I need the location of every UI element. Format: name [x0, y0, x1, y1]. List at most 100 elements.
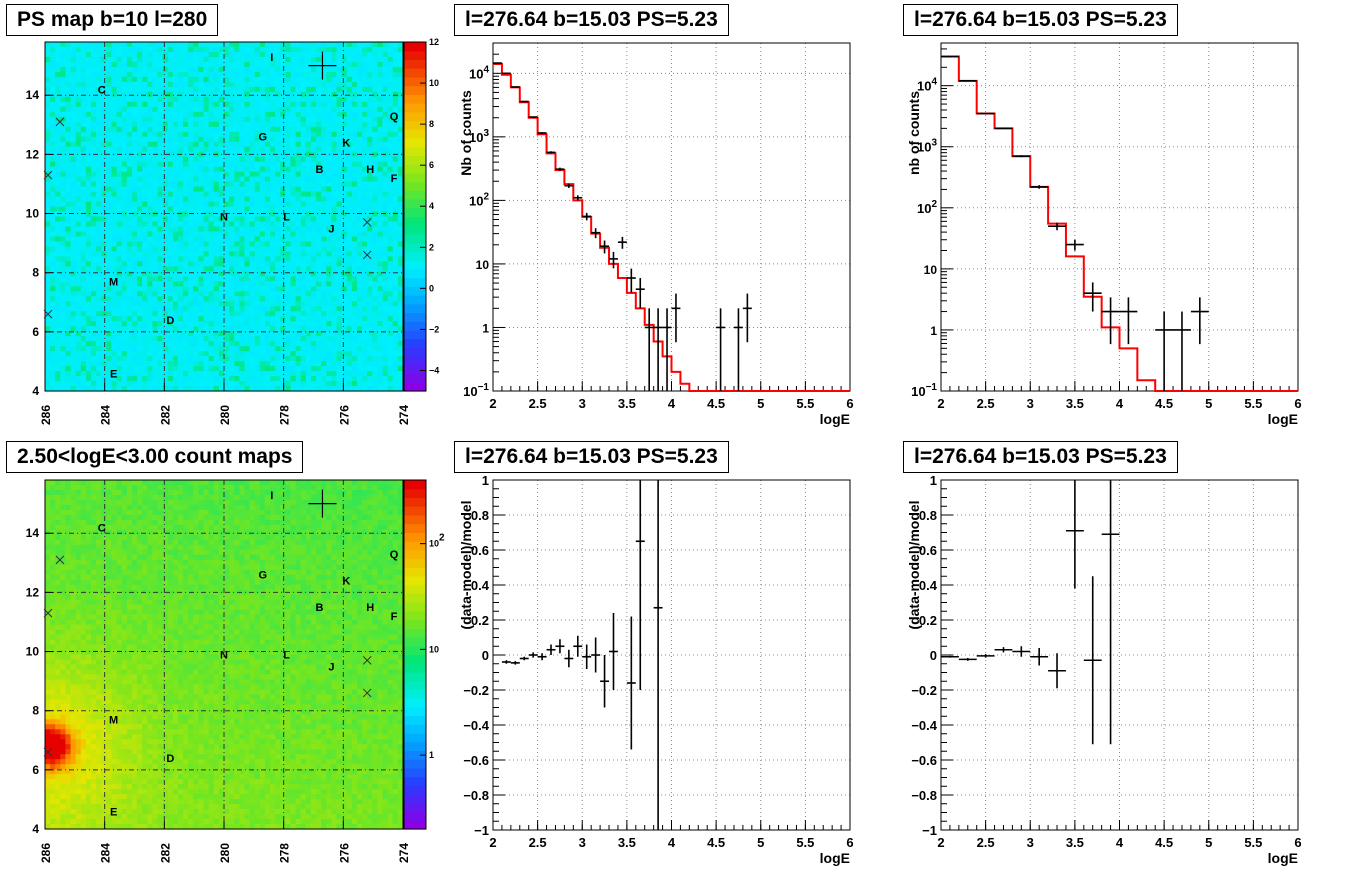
- data-point: [564, 183, 574, 188]
- x-marker: [362, 656, 372, 665]
- data-point: [537, 653, 547, 661]
- x-tick-label: 282: [158, 843, 172, 863]
- data-point: [1173, 311, 1191, 391]
- y-tick-label: 6: [32, 763, 39, 777]
- y-tick-label: 0.2: [471, 613, 489, 628]
- x-tick-label: 4: [668, 396, 676, 411]
- y-tick-label: 102: [917, 199, 937, 216]
- source-label: I: [270, 490, 273, 502]
- y-tick-label: 12: [26, 147, 40, 161]
- x-tick-label: 6: [1294, 835, 1301, 850]
- y-tick-label: −1: [922, 823, 937, 838]
- data-point: [1190, 297, 1209, 345]
- source-label: D: [166, 753, 174, 765]
- source-label: L: [283, 650, 290, 662]
- palette-tick-label: 10: [429, 78, 439, 88]
- y-tick-label: 0.2: [919, 613, 937, 628]
- x-tick-label: 3: [1027, 396, 1034, 411]
- y-tick-label: −1: [474, 823, 489, 838]
- palette-tick-label: 12: [429, 37, 439, 47]
- source-label: H: [366, 602, 374, 614]
- y-tick-label: 10−1: [463, 382, 489, 399]
- source-label: B: [315, 602, 323, 614]
- y-tick-label: 0.4: [919, 578, 938, 593]
- data-point: [546, 151, 556, 154]
- source-label: E: [110, 368, 117, 380]
- data-point: [644, 308, 654, 391]
- palette-tick-label: −2: [429, 324, 439, 334]
- data-point: [1048, 653, 1066, 689]
- x-tick-label: 3: [1027, 835, 1034, 850]
- x-tick-label: 3.5: [618, 835, 636, 850]
- model-histogram: [493, 63, 850, 392]
- x-marker: [362, 250, 372, 260]
- x-tick-label: 2.5: [529, 396, 547, 411]
- data-point: [501, 72, 511, 75]
- residual-panel-5: 2 2.5 3 3.5 4 4.5 5 5.5 6 −1 −0.8 −0.6 −0.4 −0.2 0 0.2 0…: [906, 473, 1302, 866]
- x-tick-label: 274: [397, 405, 411, 425]
- x-tick-label: 5.5: [796, 835, 814, 850]
- data-point: [653, 308, 663, 391]
- data-point: [994, 127, 1013, 130]
- spectrum-panel-2: 2 2.5 3 3.5 4 4.5 5 5.5 6 10−1 1 10 102 103 104 logE nb …: [906, 42, 1302, 427]
- x-tick-label: 6: [1294, 396, 1301, 411]
- y-tick-label: −0.2: [911, 683, 937, 698]
- palette-tick-label: 1: [429, 750, 434, 760]
- palette-tick-label: 10: [429, 644, 439, 654]
- y-tick-label: 104: [917, 77, 937, 94]
- y-tick-label: −0.8: [463, 788, 489, 803]
- spectrum-panel-1: 2 2.5 3 3.5 4 4.5 5 5.5 6 10−1 1 10 102 103 104 logE Nb …: [458, 42, 854, 427]
- palette-tick-label: 0: [429, 283, 434, 293]
- x-tick-label: 4.5: [707, 396, 725, 411]
- x-tick-label: 6: [846, 396, 853, 411]
- data-point: [994, 647, 1013, 653]
- x-axis-label: logE: [1268, 411, 1298, 427]
- data-point: [528, 116, 538, 118]
- title-count-map: 2.50<logE<3.00 count maps: [6, 441, 304, 473]
- y-axis-label: (data-model)/model: [458, 500, 474, 629]
- palette-tick-label: 8: [429, 119, 434, 129]
- source-label: F: [391, 173, 398, 185]
- y-tick-label: 0: [482, 648, 489, 663]
- grid: [492, 43, 851, 392]
- data-point: [626, 268, 636, 293]
- y-tick-label: 10−1: [911, 382, 937, 399]
- map-grid: [45, 480, 403, 829]
- data-point: [976, 112, 995, 115]
- x-marker: [43, 608, 53, 618]
- palette-tick-label: 2: [429, 242, 434, 252]
- data-point: [1155, 311, 1174, 391]
- x-tick-label: 280: [218, 843, 232, 863]
- palette-frame: [403, 479, 427, 830]
- source-label: L: [283, 212, 290, 224]
- data-point: [1012, 155, 1031, 158]
- data-point: [600, 240, 610, 254]
- palette: 1 10 102: [403, 479, 445, 830]
- data-point: [635, 278, 645, 309]
- source-label: M: [109, 715, 118, 727]
- data-point: [519, 656, 529, 661]
- x-tick-label: 5: [1205, 396, 1212, 411]
- data-point: [626, 616, 636, 750]
- x-tick-label: 5: [757, 396, 764, 411]
- y-tick-label: 0.6: [919, 543, 937, 558]
- y-tick-label: 0.4: [471, 578, 490, 593]
- y-tick-label: 14: [26, 88, 40, 102]
- data-point: [976, 654, 995, 658]
- data-point: [555, 167, 565, 171]
- data-point: [1065, 239, 1084, 251]
- y-tick-label: 10: [476, 258, 490, 272]
- data-point: [1083, 282, 1102, 312]
- source-label: C: [98, 522, 106, 534]
- x-tick-label: 2: [937, 835, 944, 850]
- x-tick-label: 4: [1116, 835, 1124, 850]
- plus-marker: [308, 489, 337, 518]
- y-tick-label: 10: [924, 263, 938, 277]
- source-label: G: [259, 570, 268, 582]
- data-point: [653, 480, 663, 830]
- y-tick-label: 0.8: [471, 508, 489, 523]
- y-tick-label: 4: [32, 822, 39, 836]
- x-marker: [55, 117, 65, 127]
- title-spectrum-2: l=276.64 b=15.03 PS=5.23: [903, 4, 1178, 36]
- grid: [940, 479, 1299, 831]
